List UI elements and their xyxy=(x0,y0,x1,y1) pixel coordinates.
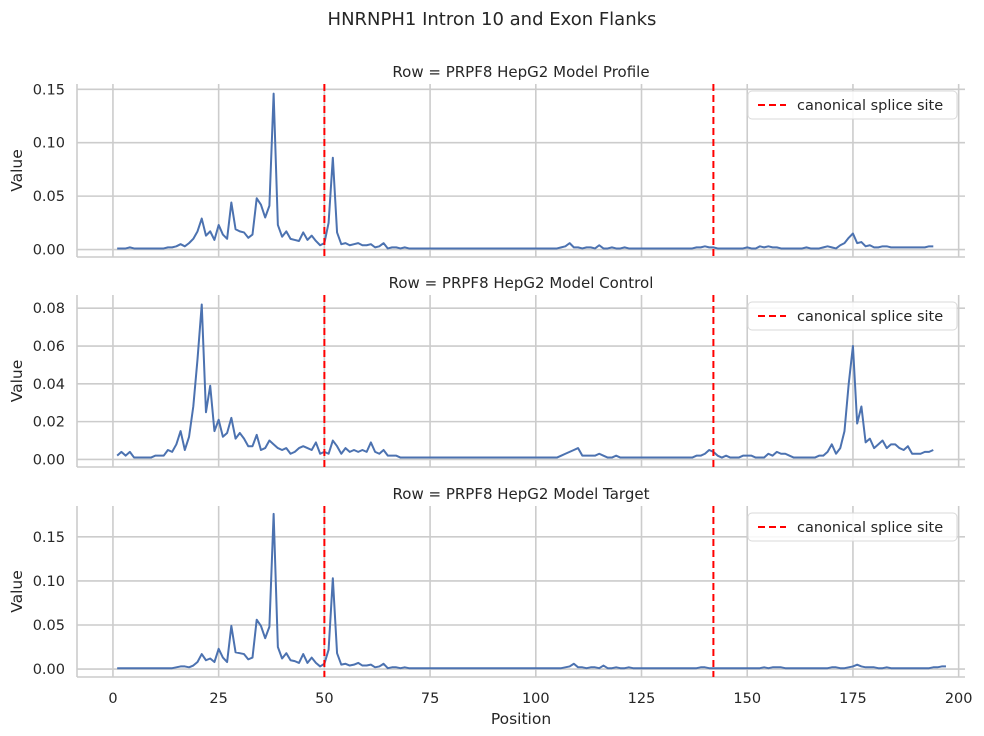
y-tick-label: 0.15 xyxy=(33,82,65,98)
series-line xyxy=(116,303,934,459)
panel-0: 0.00 0.05 0.10 0.15 Row = PRPF8 HepG2 Model … xyxy=(8,63,965,259)
series-line xyxy=(117,92,934,250)
x-tick-label: 200 xyxy=(945,691,973,707)
y-axis-label: Value xyxy=(8,360,26,403)
x-tick-label: 175 xyxy=(839,691,867,707)
y-axis-label: Value xyxy=(8,149,26,192)
y-tick-label: 0.02 xyxy=(33,415,65,431)
legend-box xyxy=(747,301,958,331)
panel-2: 0.00 0.05 0.10 0.15 0 25 50 75 100 125 150 175 200 Ro… xyxy=(8,485,973,707)
y-tick-label: 0.10 xyxy=(33,574,65,590)
legend: canonical splice site xyxy=(747,90,958,120)
panel-1: 0.00 0.02 0.04 0.06 0.08 Row = PRPF8 HepG2 Mo… xyxy=(8,274,965,468)
panel-title: Row = PRPF8 HepG2 Model Target xyxy=(393,485,650,503)
y-tick-label: 0.04 xyxy=(33,377,65,393)
legend-label: canonical splice site xyxy=(797,98,943,114)
y-tick-label: 0.06 xyxy=(33,339,65,355)
y-tick-label: 0.00 xyxy=(33,662,65,678)
y-tick-label: 0.05 xyxy=(33,189,65,205)
y-tick-label: 0.00 xyxy=(33,243,65,259)
y-axis-label: Value xyxy=(8,570,26,613)
x-tick-label: 0 xyxy=(108,691,117,707)
x-tick-label: 50 xyxy=(315,691,333,707)
x-tick-label: 75 xyxy=(421,691,439,707)
x-tick-label: 125 xyxy=(628,691,656,707)
legend-box xyxy=(747,512,958,542)
series-line xyxy=(117,512,946,670)
legend-label: canonical splice site xyxy=(797,520,943,536)
y-tick-label: 0.05 xyxy=(33,618,65,634)
legend: canonical splice site xyxy=(747,512,958,542)
panel-title: Row = PRPF8 HepG2 Model Control xyxy=(389,274,654,292)
x-tick-label: 25 xyxy=(209,691,227,707)
y-tick-label: 0.15 xyxy=(33,530,65,546)
legend: canonical splice site xyxy=(747,301,958,331)
panel-title: Row = PRPF8 HepG2 Model Profile xyxy=(392,63,649,81)
legend-box xyxy=(747,90,958,120)
y-tick-label: 0.00 xyxy=(33,452,65,468)
x-axis-label: Position xyxy=(491,710,551,728)
y-tick-label: 0.10 xyxy=(33,136,65,152)
x-tick-label: 150 xyxy=(733,691,761,707)
legend-label: canonical splice site xyxy=(797,309,943,325)
panels: 0.00 0.05 0.10 0.15 Row = PRPF8 HepG2 Model … xyxy=(8,63,973,707)
y-tick-label: 0.08 xyxy=(33,301,65,317)
x-tick-label: 100 xyxy=(522,691,550,707)
figure-suptitle: HNRNPH1 Intron 10 and Exon Flanks xyxy=(328,9,657,30)
